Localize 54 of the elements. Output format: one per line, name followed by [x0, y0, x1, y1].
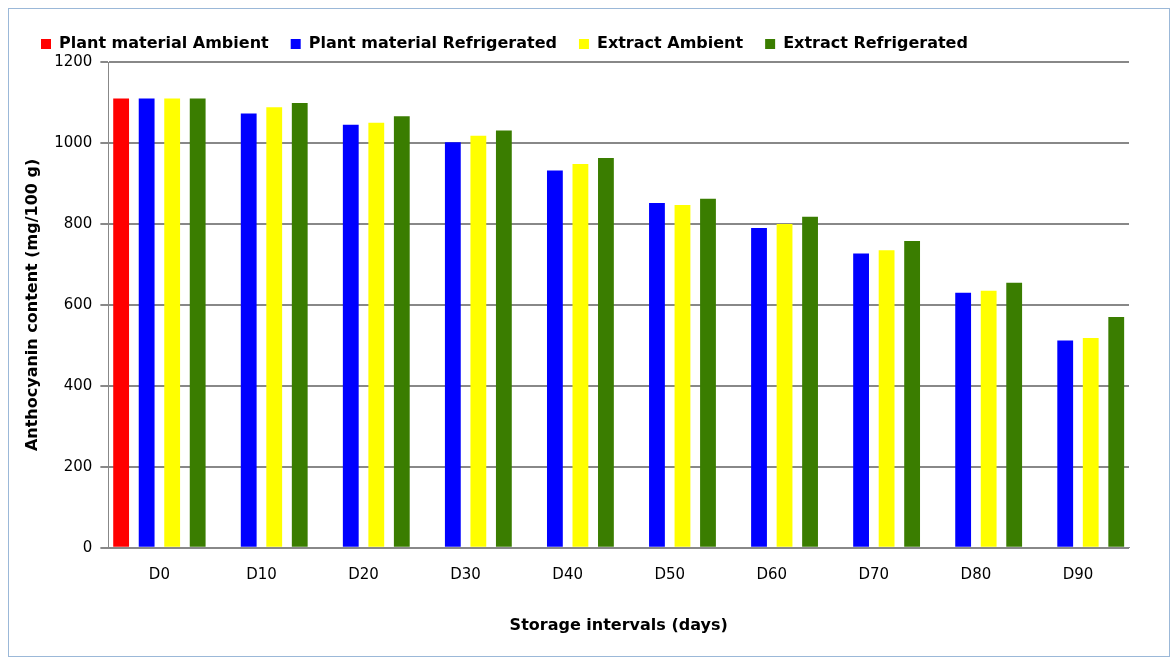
bar — [393, 116, 410, 547]
x-axis-title: Storage intervals (days) — [509, 614, 728, 634]
y-tick-label: 800 — [63, 213, 93, 232]
bar — [700, 198, 716, 547]
y-axis-title: Anthocyanin content (mg/100 g) — [21, 158, 41, 452]
bar — [444, 142, 461, 547]
bar — [674, 204, 691, 547]
y-tick-label: 1200 — [54, 51, 93, 70]
bar — [368, 122, 385, 547]
bar — [266, 107, 283, 547]
legend-label: Plant material Refrigerated — [308, 33, 557, 53]
x-tick-label: D10 — [246, 564, 277, 583]
bar — [751, 227, 767, 547]
bar — [138, 98, 155, 547]
bar — [342, 124, 359, 547]
x-tick-label: D0 — [148, 564, 170, 583]
bar — [1006, 282, 1023, 547]
bar — [495, 130, 512, 547]
bar — [572, 164, 589, 547]
bar — [904, 240, 921, 547]
x-tick-label: D20 — [348, 564, 379, 583]
bar — [189, 98, 206, 547]
x-tick-label: D50 — [654, 564, 686, 583]
bar — [878, 250, 895, 547]
legend-label: Extract Refrigerated — [783, 33, 968, 53]
y-tick-label: 600 — [63, 294, 93, 313]
legend-label: Plant material Ambient — [59, 33, 270, 53]
x-tick-label: D90 — [1062, 564, 1094, 583]
x-tick-label: D30 — [450, 564, 481, 583]
x-tick-label: D40 — [552, 564, 583, 583]
bar — [955, 292, 972, 547]
bar — [802, 216, 818, 547]
bar — [1057, 340, 1074, 547]
y-tick-label: 0 — [82, 537, 93, 556]
bar — [546, 170, 563, 547]
bar — [164, 98, 181, 547]
legend-label: Extract Ambient — [596, 33, 744, 53]
bar — [776, 223, 793, 547]
x-tick-label: D70 — [858, 564, 890, 583]
y-tick-label: 200 — [63, 456, 93, 475]
bar — [598, 157, 614, 547]
bar — [470, 135, 487, 547]
bar — [1082, 338, 1099, 547]
bar — [1108, 317, 1125, 547]
bar — [291, 102, 308, 547]
y-tick-label: 400 — [63, 375, 93, 394]
x-tick-label: D80 — [960, 564, 992, 583]
y-tick-label: 1000 — [54, 132, 93, 151]
bar — [649, 202, 665, 547]
bar — [980, 290, 997, 547]
bar — [853, 253, 869, 547]
bar — [113, 98, 130, 547]
x-tick-label: D60 — [756, 564, 788, 583]
bar — [240, 113, 257, 547]
